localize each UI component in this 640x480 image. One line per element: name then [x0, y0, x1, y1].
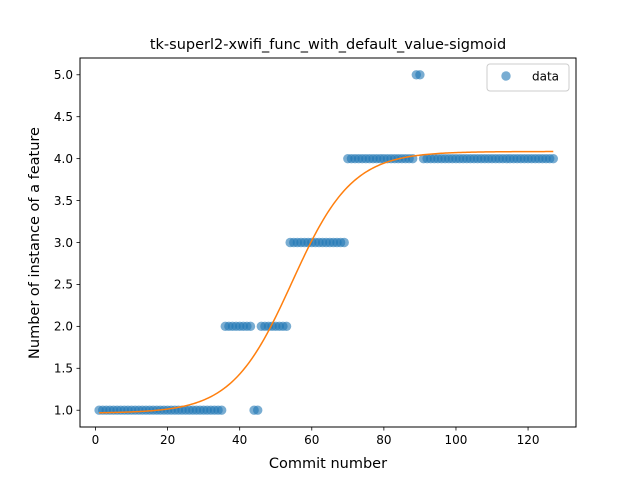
y-axis-label: Number of instance of a feature — [27, 127, 43, 359]
data-point — [339, 237, 349, 248]
y-tick-label: 5.0 — [54, 68, 73, 82]
x-tick-label: 60 — [304, 433, 319, 447]
y-tick-label: 4.5 — [54, 110, 73, 124]
legend-box — [486, 63, 570, 92]
y-tick-label: 2.5 — [54, 278, 73, 292]
data-point — [548, 153, 558, 164]
y-tick-label: 2.0 — [54, 320, 73, 334]
y-tick-label: 3.0 — [54, 236, 73, 250]
y-tick-label: 3.5 — [54, 194, 73, 208]
x-tick-label: 80 — [376, 433, 391, 447]
x-axis: 0 20 40 60 80 100 120 — [92, 427, 540, 447]
data-point — [253, 405, 263, 415]
y-axis: 1.0 1.5 2.0 2.5 3.0 3.5 4.0 4.5 5.0 — [54, 68, 80, 418]
y-tick-label: 4.0 — [54, 152, 73, 166]
legend-label-data: data — [532, 70, 559, 84]
data-point — [281, 321, 292, 332]
legend-marker — [501, 71, 511, 81]
x-axis-label: Commit number — [269, 456, 387, 472]
data-point — [216, 405, 227, 415]
y-tick-label: 1.0 — [54, 404, 73, 418]
x-tick-label: 120 — [517, 433, 540, 447]
x-tick-label: 20 — [160, 433, 175, 447]
data-point — [415, 70, 425, 80]
sigmoid-fit-line — [99, 150, 554, 414]
legend: data — [486, 63, 570, 92]
x-tick-label: 100 — [445, 433, 468, 447]
x-tick-label: 0 — [92, 433, 100, 447]
y-tick-label: 1.5 — [54, 362, 73, 376]
chart-title: tk-superl2-xwifi_func_with_default_value… — [150, 37, 506, 53]
x-tick-label: 40 — [232, 433, 247, 447]
data-point — [245, 321, 256, 332]
plot-area — [94, 70, 558, 415]
